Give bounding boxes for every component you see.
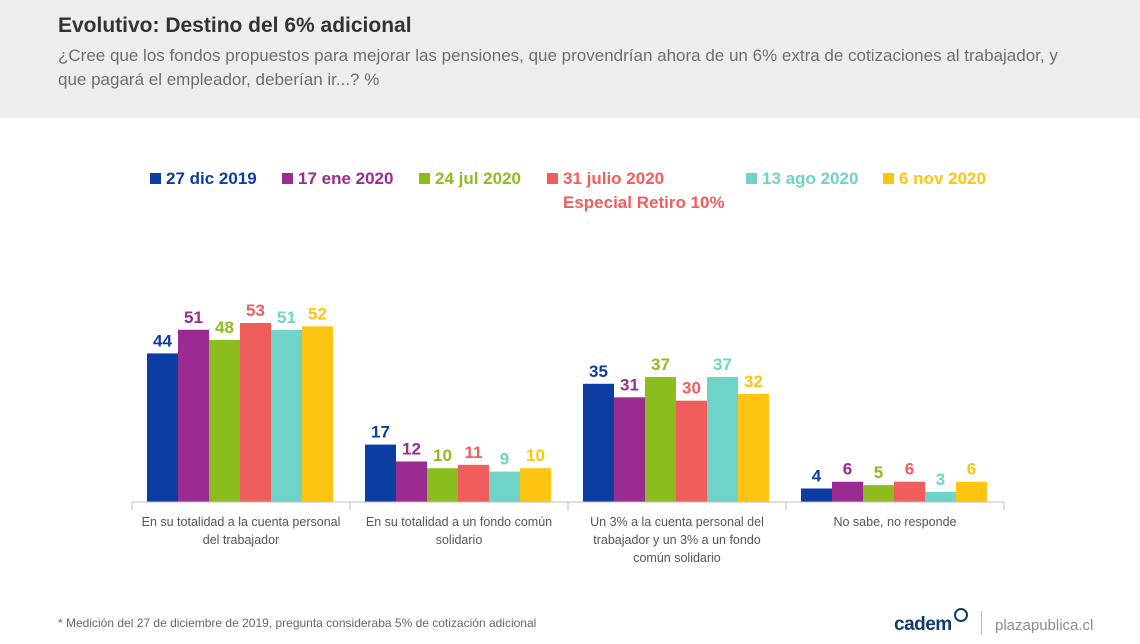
data-label-3-3: 6 xyxy=(905,460,914,479)
data-label-0-5: 52 xyxy=(308,304,327,323)
data-label-0-3: 53 xyxy=(246,301,265,320)
legend-label-3: 31 julio 2020 xyxy=(563,169,665,188)
cadem-logo: cadem xyxy=(894,614,952,635)
bar-1-5 xyxy=(520,468,551,502)
data-label-1-3: 11 xyxy=(465,443,483,462)
bar-0-2 xyxy=(209,339,240,502)
legend-item-5: 6 nov 2020 xyxy=(883,169,986,189)
data-label-1-1: 12 xyxy=(402,439,421,458)
bar-0-4 xyxy=(271,329,302,502)
bar-2-3 xyxy=(676,400,707,502)
category-label-2: Un 3% a la cuenta personal del trabajador… xyxy=(590,515,764,565)
category-label-3: No sabe, no responde xyxy=(833,515,956,529)
legend-swatch-5 xyxy=(883,173,894,184)
bar-1-1 xyxy=(396,461,427,502)
legend-item-0: 27 dic 2019 xyxy=(150,169,257,189)
legend-item-2: 24 jul 2020 xyxy=(419,169,521,189)
bar-2-2 xyxy=(645,377,676,502)
bar-3-4 xyxy=(925,491,956,502)
legend-item-4: 13 ago 2020 xyxy=(746,169,858,189)
chart-subtitle: ¿Cree que los fondos propuestos para mej… xyxy=(58,46,1058,89)
data-label-2-1: 31 xyxy=(620,375,639,394)
legend-label-5: 6 nov 2020 xyxy=(899,169,986,188)
legend-label-1: 17 ene 2020 xyxy=(298,169,394,188)
bar-0-1 xyxy=(178,329,209,502)
header-band: Evolutivo: Destino del 6% adicional ¿Cre… xyxy=(0,0,1140,118)
bar-2-4 xyxy=(707,377,738,502)
legend-item-1: 17 ene 2020 xyxy=(282,169,393,189)
bar-2-0 xyxy=(583,383,614,502)
data-label-1-5: 10 xyxy=(526,446,545,465)
data-label-0-0: 44 xyxy=(153,331,172,350)
bar-1-3 xyxy=(458,464,489,502)
data-label-0-1: 51 xyxy=(184,308,203,327)
data-label-3-0: 4 xyxy=(812,466,822,485)
data-label-3-2: 5 xyxy=(874,463,883,482)
bar-3-2 xyxy=(863,485,894,502)
bar-2-1 xyxy=(614,397,645,502)
legend-swatch-0 xyxy=(150,173,161,184)
cadem-logo-mark xyxy=(954,608,968,622)
legend-item-3: 31 julio 2020 xyxy=(547,169,664,189)
data-label-1-4: 9 xyxy=(500,450,509,469)
data-label-2-5: 32 xyxy=(744,372,763,391)
plaza-publica-logo: plazapublica.cl xyxy=(995,617,1094,634)
data-label-0-4: 51 xyxy=(277,308,296,327)
legend-label-0: 27 dic 2019 xyxy=(166,169,257,188)
data-label-2-2: 37 xyxy=(651,355,670,374)
category-label-1: En su totalidad a un fondo común solidari… xyxy=(366,515,552,547)
data-label-0-2: 48 xyxy=(215,318,234,337)
bar-2-5 xyxy=(738,393,769,502)
legend-swatch-2 xyxy=(419,173,430,184)
bar-1-0 xyxy=(365,444,396,502)
bar-0-0 xyxy=(147,353,178,502)
bar-0-5 xyxy=(302,326,333,502)
legend-label-2: 24 jul 2020 xyxy=(435,169,522,188)
bar-0-3 xyxy=(240,323,271,502)
data-label-1-2: 10 xyxy=(433,446,452,465)
data-label-2-0: 35 xyxy=(589,362,608,381)
legend-note: Especial Retiro 10% xyxy=(563,193,725,212)
data-label-3-4: 3 xyxy=(936,470,945,489)
footnote: * Medición del 27 de diciembre de 2019, … xyxy=(58,616,537,630)
bar-3-0 xyxy=(801,488,832,502)
data-label-2-4: 37 xyxy=(713,355,732,374)
data-label-1-0: 17 xyxy=(371,423,390,442)
data-label-3-1: 6 xyxy=(843,460,852,479)
legend-swatch-1 xyxy=(282,173,293,184)
chart-title: Evolutivo: Destino del 6% adicional xyxy=(58,14,412,37)
bar-3-1 xyxy=(832,481,863,502)
legend-swatch-3 xyxy=(547,173,558,184)
legend-label-4: 13 ago 2020 xyxy=(762,169,859,188)
data-label-2-3: 30 xyxy=(682,379,701,398)
bar-1-4 xyxy=(489,471,520,502)
legend-swatch-4 xyxy=(746,173,757,184)
bar-3-3 xyxy=(894,481,925,502)
data-label-3-5: 6 xyxy=(967,460,976,479)
brand-divider xyxy=(981,611,982,635)
bar-1-2 xyxy=(427,468,458,502)
category-label-0: En su totalidad a la cuenta personal del … xyxy=(142,515,341,547)
bar-3-5 xyxy=(956,481,987,502)
